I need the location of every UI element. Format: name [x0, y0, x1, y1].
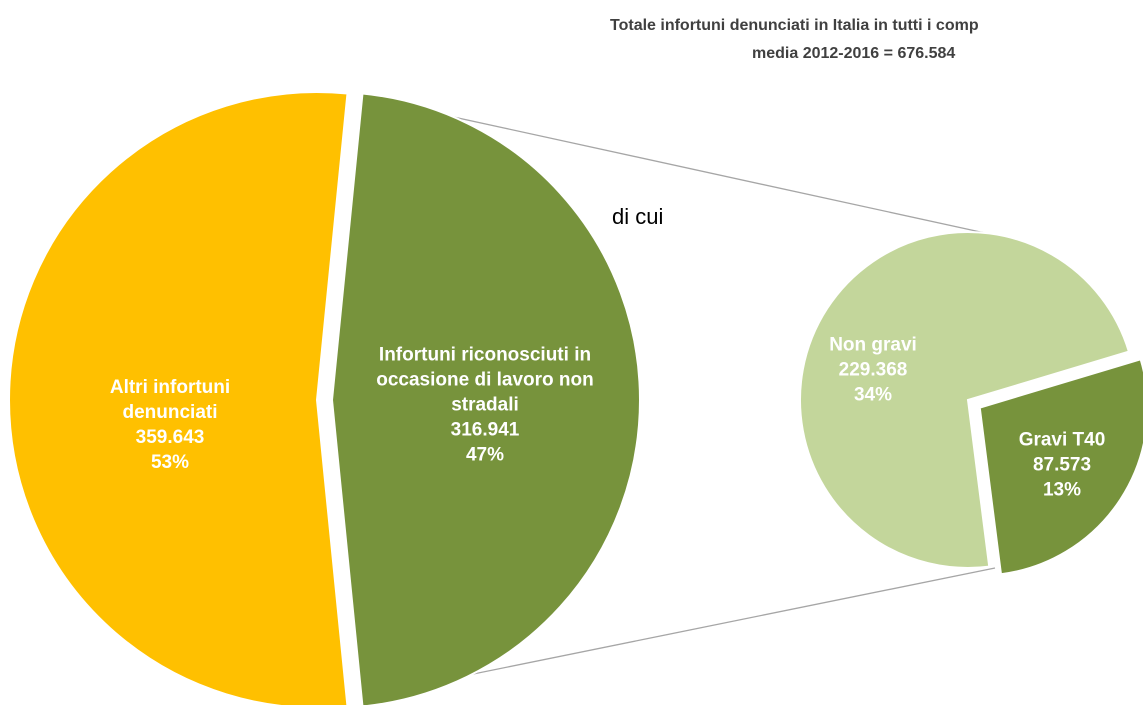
label-line: Gravi T40: [1018, 429, 1106, 451]
slice-label: Non gravi 229.368 34%: [813, 333, 933, 408]
pie-slice: [8, 91, 349, 705]
pie-slice: [330, 92, 642, 705]
pie-slice: [978, 358, 1143, 576]
label-line: Altri infortuni denunciati: [109, 377, 231, 423]
label-line: 47%: [465, 444, 505, 466]
slice-label: Infortuni riconosciuti in occasione di l…: [350, 343, 620, 468]
chart-subtitle: media 2012-2016 = 676.584: [752, 45, 956, 62]
label-line: 34%: [853, 384, 893, 406]
connector: [361, 96, 986, 234]
label-line: 87.573: [1032, 454, 1092, 476]
chart-title: Totale infortuni denunciati in Italia in…: [610, 17, 979, 34]
pie-slice: [799, 231, 1131, 569]
slice-label: Altri infortuni denunciati 359.643 53%: [70, 375, 270, 475]
label-line: 229.368: [838, 359, 908, 381]
annotation: di cui: [612, 204, 664, 229]
label-line: 316.941: [450, 419, 520, 441]
label-line: 13%: [1042, 479, 1082, 501]
label-line: 53%: [150, 452, 190, 473]
label-line: 359.643: [135, 427, 205, 448]
label-line: Infortuni riconosciuti in occasione di l…: [376, 344, 594, 416]
label-line: Non gravi: [829, 334, 917, 356]
slice-label: Gravi T40 87.573 13%: [1002, 428, 1122, 503]
